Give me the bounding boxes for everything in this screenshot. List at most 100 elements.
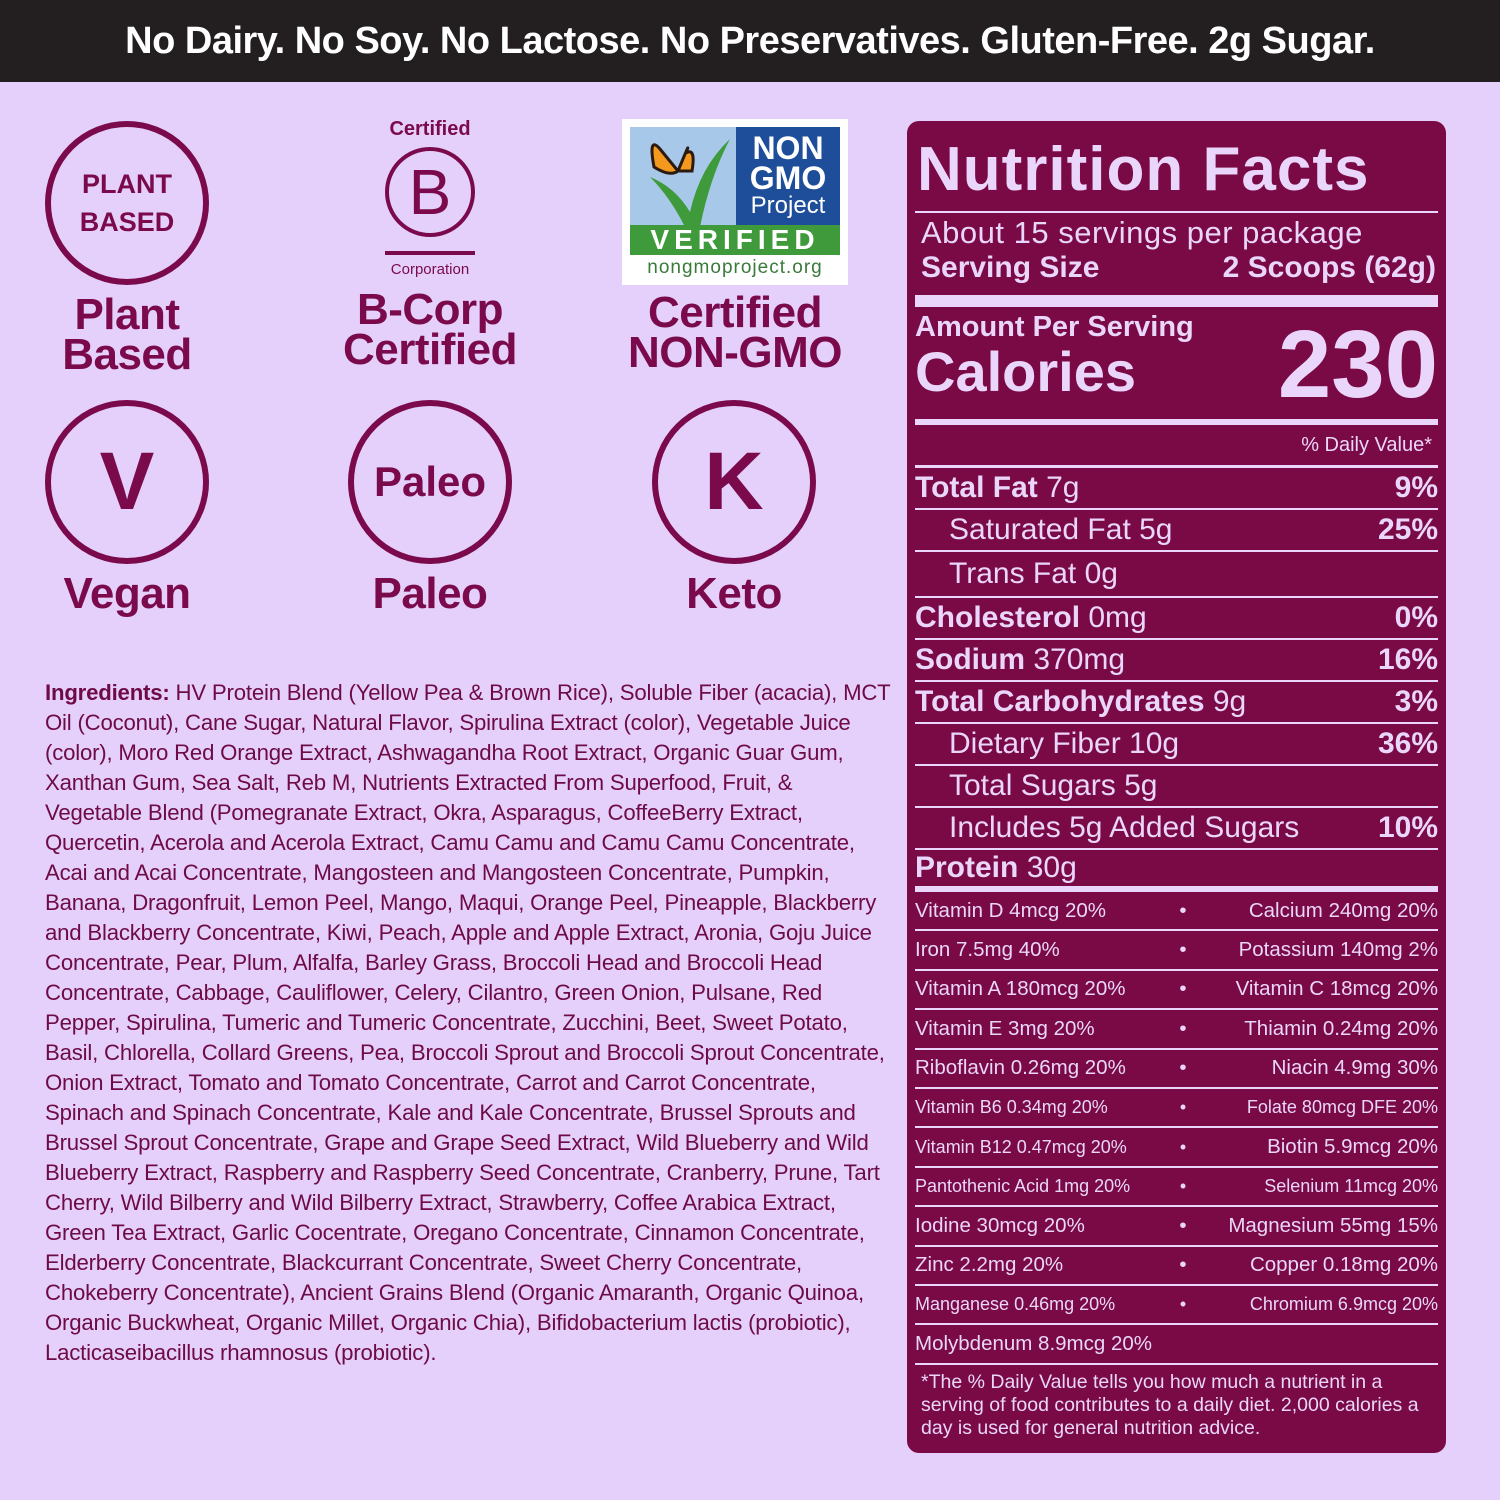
nutrient-row-saturated-fat: Saturated Fat 5g 25% <box>915 510 1438 552</box>
divider <box>915 465 1438 468</box>
vitamin-right: Chromium 6.9mcg 20% <box>1249 1294 1438 1315</box>
vitamin-row: Iron 7.5mg 40% • Potassium 140mg 2% <box>915 931 1438 971</box>
claims-banner: No Dairy. No Soy. No Lactose. No Preserv… <box>0 0 1500 82</box>
vitamin-right: Magnesium 55mg 15% <box>1228 1213 1438 1237</box>
b-corp-icon: B <box>385 147 475 237</box>
nutrient-name: Includes 5g Added Sugars <box>949 811 1300 844</box>
plant-based-icon: PLANT BASED <box>45 121 209 285</box>
divider-thick <box>915 419 1438 425</box>
label-line: Certified <box>343 325 517 374</box>
badge-paleo: Paleo Paleo <box>347 400 513 618</box>
non-gmo-label: Certified NON-GMO <box>605 288 865 377</box>
badge-non-gmo: NON GMO Project VERIFIED nongmoproject.o… <box>605 119 865 377</box>
vitamin-left: Molybdenum 8.9mcg 20% <box>915 1331 1153 1355</box>
nutrient-amount: 9g <box>1204 685 1247 718</box>
vitamin-row: Vitamin B6 0.34mg 20% • Folate 80mcg DFE 2… <box>915 1089 1438 1129</box>
bcorp-certified-text: Certified <box>389 118 471 140</box>
claims-text: No Dairy. No Soy. No Lactose. No Preserv… <box>125 19 1375 62</box>
project-text: Project <box>750 192 826 219</box>
nutrient-row-total-carbohydrates: Total Carbohydrates 9g 3% <box>915 682 1438 724</box>
nutrient-amount: 0mg <box>1080 601 1147 634</box>
label-line: Based <box>62 330 192 379</box>
non-gmo-project-logo: NON GMO Project VERIFIED nongmoproject.o… <box>622 119 848 285</box>
nutrient-label: Total Carbohydrates <box>915 685 1205 718</box>
nutrient-label: Protein <box>915 851 1019 884</box>
daily-value-footnote: *The % Daily Value tells you how much a … <box>921 1370 1419 1439</box>
label-line: NON-GMO <box>627 328 843 377</box>
serving-size-value: 2 Scoops (62g) <box>1222 251 1436 284</box>
nutrient-row-trans-fat: Trans Fat 0g <box>915 552 1438 598</box>
calories-section: Amount Per Serving Calories 230 <box>915 307 1438 419</box>
vitamin-right: Vitamin C 18mcg 20% <box>1235 977 1438 1001</box>
nutrient-dv: 36% <box>1377 727 1438 760</box>
nutrient-label: Total Fat <box>915 471 1038 504</box>
vitamin-row: Molybdenum 8.9mcg 20% <box>915 1325 1438 1365</box>
bullet-separator: • <box>1179 1097 1187 1118</box>
plant-based-icon-line1: PLANT <box>82 169 172 199</box>
vitamin-right: Selenium 11mcg 20% <box>1264 1175 1438 1196</box>
paleo-label: Paleo <box>372 569 488 618</box>
nutrient-name: Total Fat 7g <box>915 471 1080 505</box>
nutrient-row-added-sugars: Includes 5g Added Sugars 10% <box>915 808 1438 850</box>
vitamin-row: Vitamin A 180mcg 20% • Vitamin C 18mcg 20% <box>915 971 1438 1011</box>
nutrient-name: Total Sugars 5g <box>949 769 1158 802</box>
badge-keto: K Keto <box>651 400 817 616</box>
bullet-separator: • <box>1179 977 1187 1001</box>
nutrient-label: Sodium <box>915 643 1025 676</box>
nutrient-dv: 0% <box>1394 601 1438 634</box>
vegan-icon-letter: V <box>99 436 155 527</box>
vitamin-row: Iodine 30mcg 20% • Magnesium 55mg 15% <box>915 1207 1438 1247</box>
label-line: Certified <box>648 288 822 337</box>
vitamin-right: Calcium 240mg 20% <box>1248 898 1438 922</box>
vitamin-row: Riboflavin 0.26mg 20% • Niacin 4.9mg 30% <box>915 1050 1438 1089</box>
ingredients-list: Ingredients: HV Protein Blend (Yellow Pe… <box>45 678 895 1368</box>
nutrient-name: Sodium 370mg <box>915 643 1125 677</box>
vitamin-right: Thiamin 0.24mg 20% <box>1244 1016 1438 1040</box>
divider-thick <box>915 295 1438 307</box>
serving-size-label: Serving Size <box>921 251 1100 284</box>
badge-bcorp: Certified B Corporation B-Corp Certified <box>325 118 535 374</box>
butterfly-icon <box>630 127 736 227</box>
paleo-icon: Paleo <box>348 400 512 564</box>
vitamin-left: Iron 7.5mg 40% <box>915 938 1060 962</box>
nutrient-row-protein: Protein 30g <box>915 850 1438 892</box>
label-line: Plant <box>74 290 180 339</box>
amount-per-serving: Amount Per Serving <box>915 311 1194 343</box>
nutrient-row-cholesterol: Cholesterol 0mg 0% <box>915 598 1438 640</box>
paleo-icon-text: Paleo <box>373 458 487 505</box>
vitamin-right: Niacin 4.9mg 30% <box>1271 1056 1438 1080</box>
nutrient-row-sodium: Sodium 370mg 16% <box>915 640 1438 682</box>
bullet-separator: • <box>1179 1016 1187 1040</box>
bcorp-label: B-Corp Certified <box>325 288 535 374</box>
vitamin-right: Folate 80mcg DFE 20% <box>1246 1097 1438 1118</box>
daily-value-header: % Daily Value* <box>1301 434 1432 456</box>
nutrient-name: Total Carbohydrates 9g <box>915 685 1246 719</box>
vitamin-left: Vitamin B6 0.34mg 20% <box>915 1097 1108 1118</box>
nutrient-row-dietary-fiber: Dietary Fiber 10g 36% <box>915 724 1438 766</box>
servings-per-package: About 15 servings per package <box>921 215 1363 250</box>
bullet-separator: • <box>1179 1056 1187 1080</box>
vitamin-left: Iodine 30mcg 20% <box>915 1213 1085 1237</box>
vitamin-left: Zinc 2.2mg 20% <box>915 1253 1064 1277</box>
nutrition-facts-title: Nutrition Facts <box>917 135 1370 204</box>
nutrient-dv: 10% <box>1377 811 1438 844</box>
vitamin-left: Vitamin B12 0.47mcg 20% <box>915 1136 1127 1157</box>
nutrient-name: Dietary Fiber 10g <box>949 727 1180 760</box>
vitamin-row: Vitamin E 3mg 20% • Thiamin 0.24mg 20% <box>915 1010 1438 1050</box>
gmo-text: GMO <box>749 160 827 196</box>
divider <box>915 211 1438 213</box>
ingredients-heading: Ingredients: <box>45 680 170 705</box>
vitamin-left: Manganese 0.46mg 20% <box>915 1294 1116 1315</box>
vegan-label: Vegan <box>63 569 191 618</box>
vitamin-left: Vitamin E 3mg 20% <box>915 1016 1095 1040</box>
nutrient-amount: 370mg <box>1025 643 1126 676</box>
nutrition-facts-panel: Nutrition Facts About 15 servings per pa… <box>907 121 1446 1453</box>
nutrient-amount: 7g <box>1037 471 1080 504</box>
b-letter: B <box>408 156 452 228</box>
vitamin-left: Vitamin A 180mcg 20% <box>915 977 1126 1001</box>
bcorp-divider <box>385 251 475 255</box>
vitamin-row: Zinc 2.2mg 20% • Copper 0.18mg 20% <box>915 1247 1438 1286</box>
vitamin-right: Biotin 5.9mcg 20% <box>1267 1135 1438 1159</box>
bullet-separator: • <box>1179 1136 1187 1157</box>
vitamin-row: Pantothenic Acid 1mg 20% • Selenium 11mcg … <box>915 1168 1438 1208</box>
